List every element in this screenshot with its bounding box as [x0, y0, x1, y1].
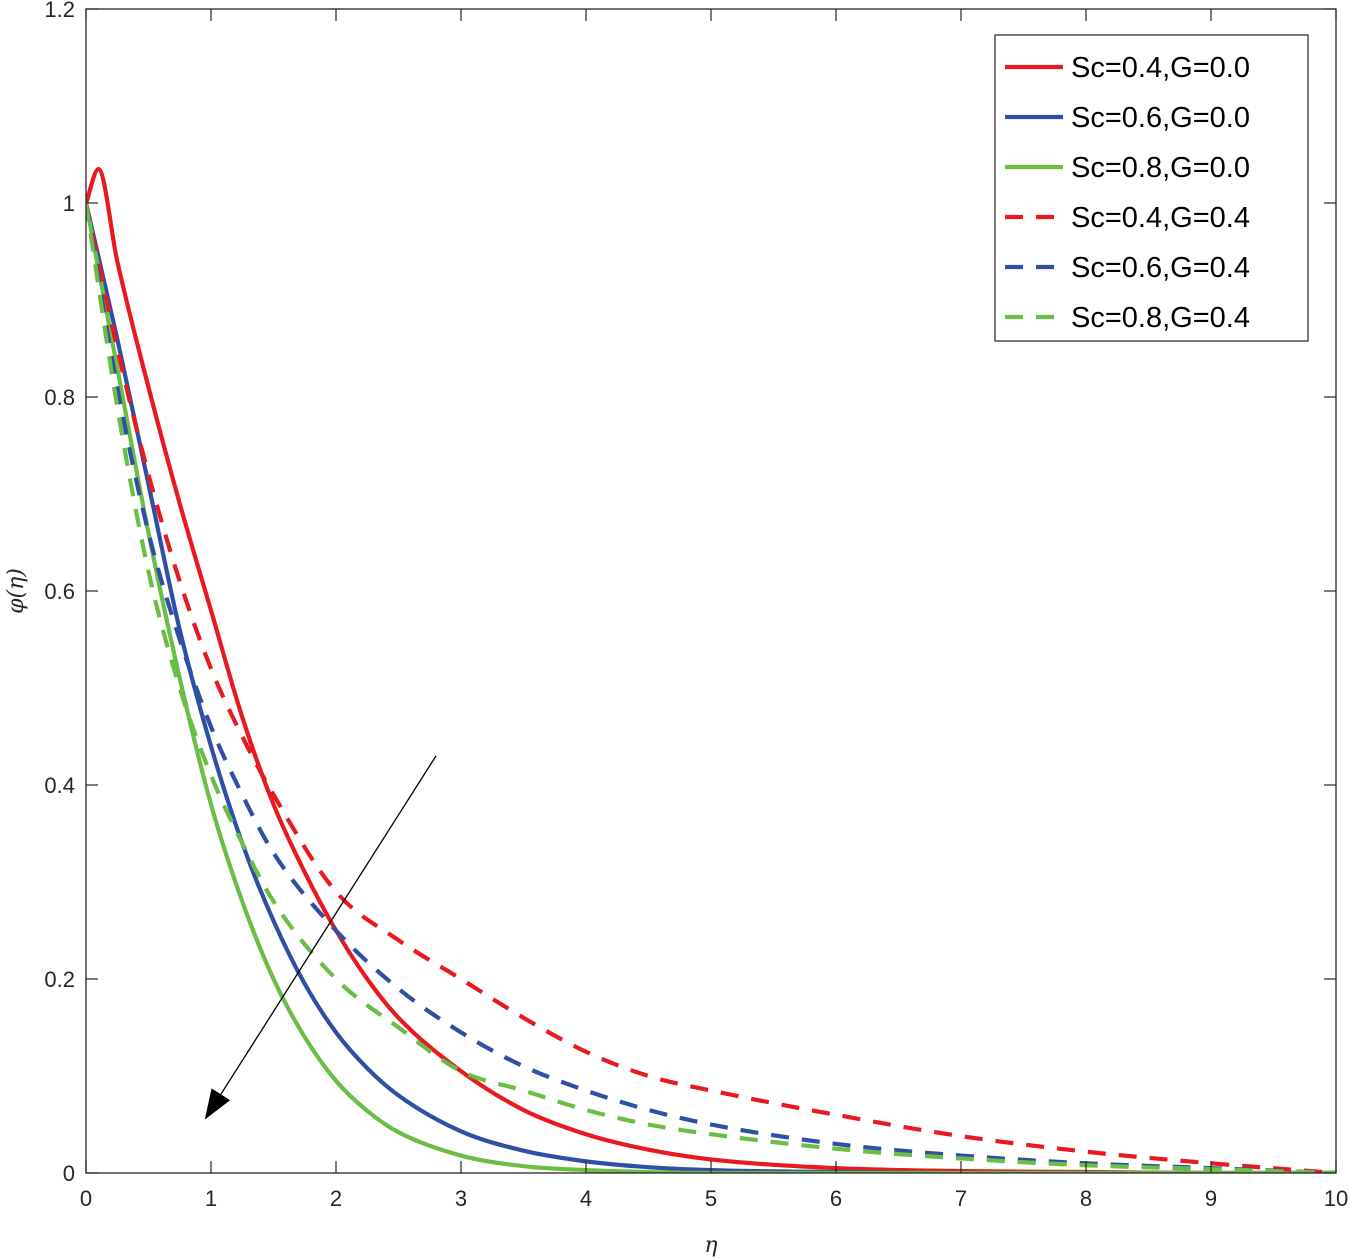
x-tick-label: 3 [455, 1186, 467, 1211]
legend-label-6: Sc=0.8,G=0.4 [1071, 302, 1250, 334]
legend-label-2: Sc=0.6,G=0.0 [1071, 102, 1250, 134]
legend-box [994, 34, 1309, 342]
series-line-6 [86, 202, 1336, 1173]
x-tick-label: 7 [955, 1186, 967, 1211]
legend-label-1: Sc=0.4,G=0.0 [1071, 52, 1250, 84]
annotation-arrow-shaft [220, 755, 437, 1095]
x-tick-label: 10 [1324, 1186, 1348, 1211]
x-axis-label: η [704, 1233, 717, 1258]
y-axis-label: φ(η) [4, 568, 29, 614]
series-line-3 [86, 202, 1336, 1173]
legend-label-5: Sc=0.6,G=0.4 [1071, 252, 1250, 284]
x-tick-label: 6 [830, 1186, 842, 1211]
x-tick-label: 4 [580, 1186, 592, 1211]
series-line-2 [86, 202, 1336, 1173]
y-tick-label: 1 [63, 191, 75, 216]
y-tick-label: 0.4 [44, 773, 75, 798]
legend-label-3: Sc=0.8,G=0.0 [1071, 152, 1250, 184]
series-line-5 [86, 202, 1336, 1173]
y-tick-label: 0.2 [44, 967, 75, 992]
legend: Sc=0.4,G=0.0 Sc=0.6,G=0.0 Sc=0.8,G=0.0 Sc=0… [994, 34, 1309, 342]
x-tick-label: 8 [1080, 1186, 1092, 1211]
y-tick-label: 0.6 [44, 579, 75, 604]
x-tick-label: 1 [205, 1186, 217, 1211]
series-line-4 [86, 202, 1336, 1173]
y-tick-label: 0.8 [44, 385, 75, 410]
y-tick-label: 0 [63, 1161, 75, 1186]
annotation-arrow-head [204, 1088, 231, 1120]
legend-label-4: Sc=0.4,G=0.4 [1071, 202, 1250, 234]
x-tick-label: 5 [705, 1186, 717, 1211]
x-tick-label: 2 [330, 1186, 342, 1211]
x-tick-label: 9 [1205, 1186, 1217, 1211]
x-tick-label: 0 [80, 1186, 92, 1211]
y-tick-label: 1.2 [44, 0, 75, 22]
